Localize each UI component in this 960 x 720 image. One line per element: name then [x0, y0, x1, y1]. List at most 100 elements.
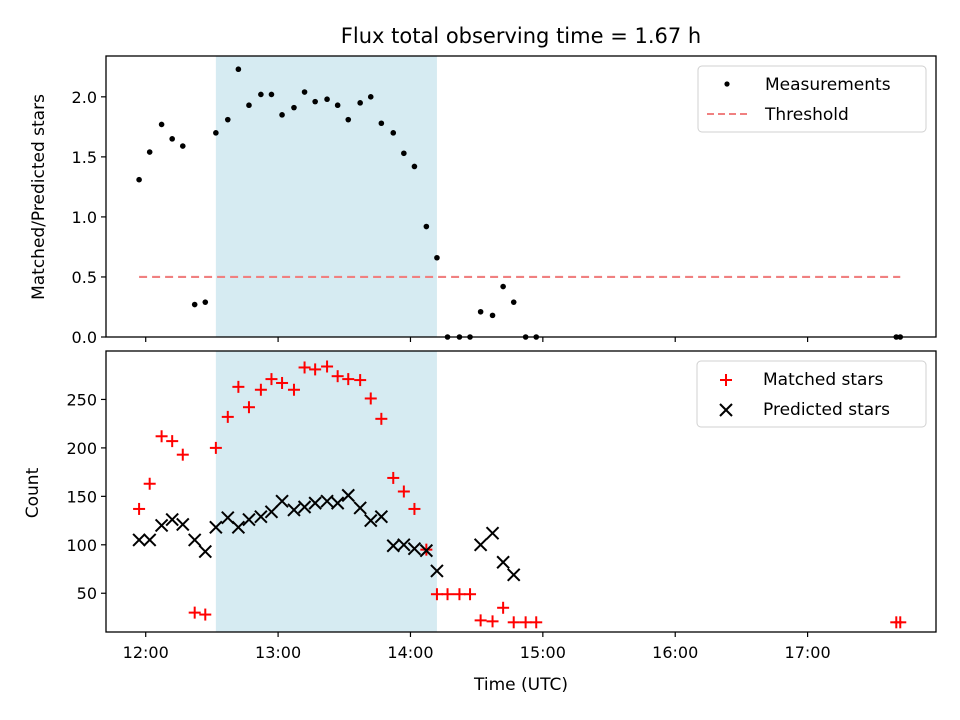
predicted-star-point — [264, 505, 279, 519]
predicted-star-point — [287, 503, 301, 517]
measurement-point — [258, 91, 264, 98]
measurement-point — [345, 116, 352, 123]
measurement-point — [235, 66, 242, 73]
legend-label-threshold: Threshold — [764, 105, 849, 125]
matched-star-point — [265, 373, 278, 386]
measurement-point — [357, 100, 363, 106]
bottom-legend-box — [696, 360, 927, 428]
predicted-star-point — [364, 513, 378, 528]
top-highlight-span — [215, 56, 437, 337]
predicted-star-point — [473, 538, 488, 552]
matched-star-point — [155, 430, 168, 443]
measurement-point — [191, 301, 198, 308]
measurement-point — [291, 104, 297, 111]
matched-star-point — [188, 606, 201, 619]
bottom-y-tick-label: 200 — [66, 439, 97, 458]
measurement-point — [268, 91, 275, 98]
matched-star-point — [464, 588, 477, 601]
matched-star-point — [397, 485, 410, 498]
top-y-ticks: 0.0 0.5 1.0 1.5 2.0 — [72, 88, 106, 347]
matched-star-point — [232, 380, 245, 393]
measurement-point — [279, 112, 285, 118]
predicted-star-point — [142, 533, 157, 547]
matched-star-point — [474, 614, 487, 627]
top-panel: 0.00.51.01.52.0 Matched/Predicted stars … — [29, 55, 937, 347]
bottom-legend: Matched stars Predicted stars — [696, 360, 927, 428]
predicted-star-point — [407, 541, 422, 556]
matched-star-point — [364, 392, 377, 405]
matched-star-point — [354, 374, 367, 387]
measurement-point — [423, 223, 430, 230]
predicted-star-point — [419, 543, 434, 558]
measurement-point — [312, 98, 318, 105]
measurement-point — [224, 116, 231, 123]
measurement-point — [510, 299, 517, 305]
chart-title: Flux total observing time = 1.67 h — [341, 24, 701, 48]
measurement-point — [246, 102, 252, 109]
predicted-star-point — [154, 518, 169, 533]
matched-star-point — [298, 361, 311, 374]
legend-label-measurements: Measurements — [765, 75, 891, 95]
measurement-point — [411, 163, 418, 170]
matched-star-point — [408, 502, 421, 515]
matched-star-point — [507, 616, 520, 629]
legend-marker-predicted-stars — [719, 403, 733, 417]
bottom-y-tick-label: 150 — [66, 487, 97, 506]
bottom-x-tick-label: 12:00 — [123, 643, 169, 662]
top-plot-frame — [105, 55, 937, 338]
measurement-point — [136, 176, 142, 183]
bottom-x-tick-label: 14:00 — [387, 643, 433, 662]
measurement-point — [301, 89, 308, 95]
bottom-x-tick-label: 13:00 — [255, 643, 301, 662]
top-legend: Measurements Threshold — [697, 65, 927, 133]
predicted-star-point — [221, 510, 235, 525]
matched-star-point — [133, 502, 146, 515]
top-y-tick-label: 1.5 — [72, 148, 97, 167]
matched-star-point — [375, 412, 388, 425]
predicted-star-point — [132, 533, 146, 547]
measurement-point — [169, 136, 175, 142]
matched-star-point — [254, 383, 267, 396]
matched-star-point — [530, 616, 543, 629]
predicted-star-point — [430, 564, 444, 578]
matched-star-point — [276, 376, 289, 389]
predicted-star-point — [397, 538, 411, 552]
measurement-point — [202, 299, 209, 305]
predicted-star-point — [275, 494, 289, 508]
predicted-star-point — [176, 517, 190, 532]
matched-star-point — [199, 608, 212, 621]
matched-star-point — [209, 441, 222, 454]
measurement-point — [477, 308, 484, 315]
matched-star-point — [221, 410, 234, 423]
predicted-star-point — [209, 520, 223, 535]
bottom-x-tick-label: 16:00 — [652, 643, 698, 662]
predicted-star-point — [485, 526, 500, 540]
measurement-point — [146, 149, 153, 155]
measurement-point — [334, 102, 341, 109]
top-points-layer — [136, 66, 904, 340]
bottom-x-axis-label: Time (UTC) — [473, 675, 568, 695]
predicted-star-point — [242, 512, 256, 527]
matched-star-point — [497, 601, 510, 614]
bottom-y-axis-label: Count — [23, 467, 43, 518]
predicted-star-point — [330, 496, 345, 510]
matched-star-point — [321, 360, 334, 373]
measurement-point — [179, 143, 186, 149]
matched-star-point — [342, 373, 355, 386]
measurement-point — [401, 150, 407, 157]
measurement-point — [324, 96, 330, 103]
predicted-star-point — [254, 509, 268, 524]
legend-label-predicted-stars: Predicted stars — [763, 400, 890, 420]
top-y-tick-label: 0.0 — [72, 328, 97, 347]
predicted-star-point — [386, 539, 400, 553]
top-y-tick-label: 2.0 — [72, 88, 97, 107]
matched-star-point — [387, 471, 400, 484]
measurement-point — [378, 120, 385, 127]
bottom-y-ticks: 50 100 150 200 250 — [66, 390, 106, 603]
matched-star-point — [441, 588, 454, 601]
measurement-point — [213, 130, 219, 136]
bottom-y-tick-label: 250 — [66, 390, 97, 409]
predicted-star-point — [198, 544, 212, 559]
matched-star-point — [430, 588, 443, 601]
